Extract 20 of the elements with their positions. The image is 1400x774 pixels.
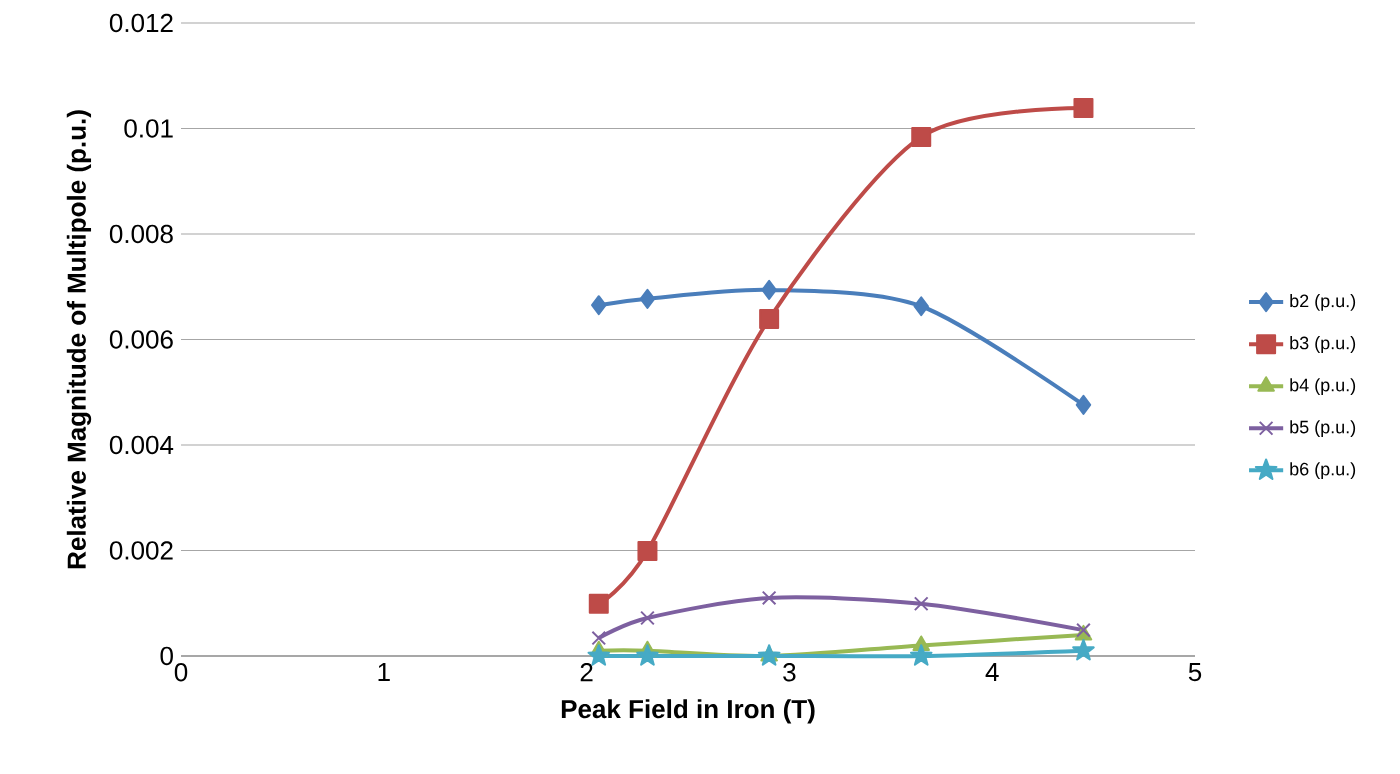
y-tick-label: 0.008 bbox=[109, 224, 173, 244]
x-tick-label: 1 bbox=[378, 663, 390, 681]
legend-label: b6 (p.u.) bbox=[1290, 462, 1356, 480]
x-axis-title: Peak Field in Iron (T) bbox=[561, 699, 815, 724]
x-tick-label: 4 bbox=[985, 663, 999, 681]
legend-label: b3 (p.u.) bbox=[1290, 336, 1356, 353]
y-tick-label: 0.01 bbox=[124, 119, 173, 138]
x-tick-label: 0 bbox=[174, 663, 188, 682]
y-tick-label: 0.006 bbox=[109, 330, 173, 349]
y-tick-label: 0 bbox=[160, 646, 173, 666]
y-tick-label: 0.004 bbox=[109, 435, 174, 455]
legend-label: b4 (p.u.) bbox=[1290, 378, 1356, 395]
x-tick-label: 2 bbox=[580, 663, 593, 682]
y-tick-label: 0.002 bbox=[109, 541, 173, 560]
y-axis-title: Relative Magnitude of Multipole (p.u.) bbox=[66, 110, 92, 569]
x-tick-label: 3 bbox=[783, 663, 796, 682]
x-tick-label: 5 bbox=[1188, 663, 1202, 682]
legend-label: b5 (p.u.) bbox=[1290, 420, 1356, 437]
legend-label: b2 (p.u.) bbox=[1290, 294, 1356, 311]
y-tick-label: 0.012 bbox=[109, 13, 173, 33]
